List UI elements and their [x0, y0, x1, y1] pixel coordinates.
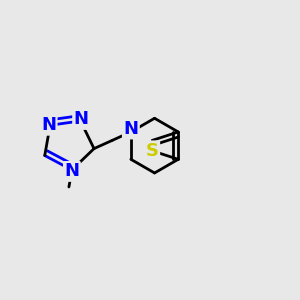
Text: N: N: [74, 110, 88, 128]
Text: N: N: [41, 116, 56, 134]
Text: N: N: [123, 120, 138, 138]
Text: N: N: [64, 162, 80, 180]
Text: S: S: [146, 142, 159, 160]
